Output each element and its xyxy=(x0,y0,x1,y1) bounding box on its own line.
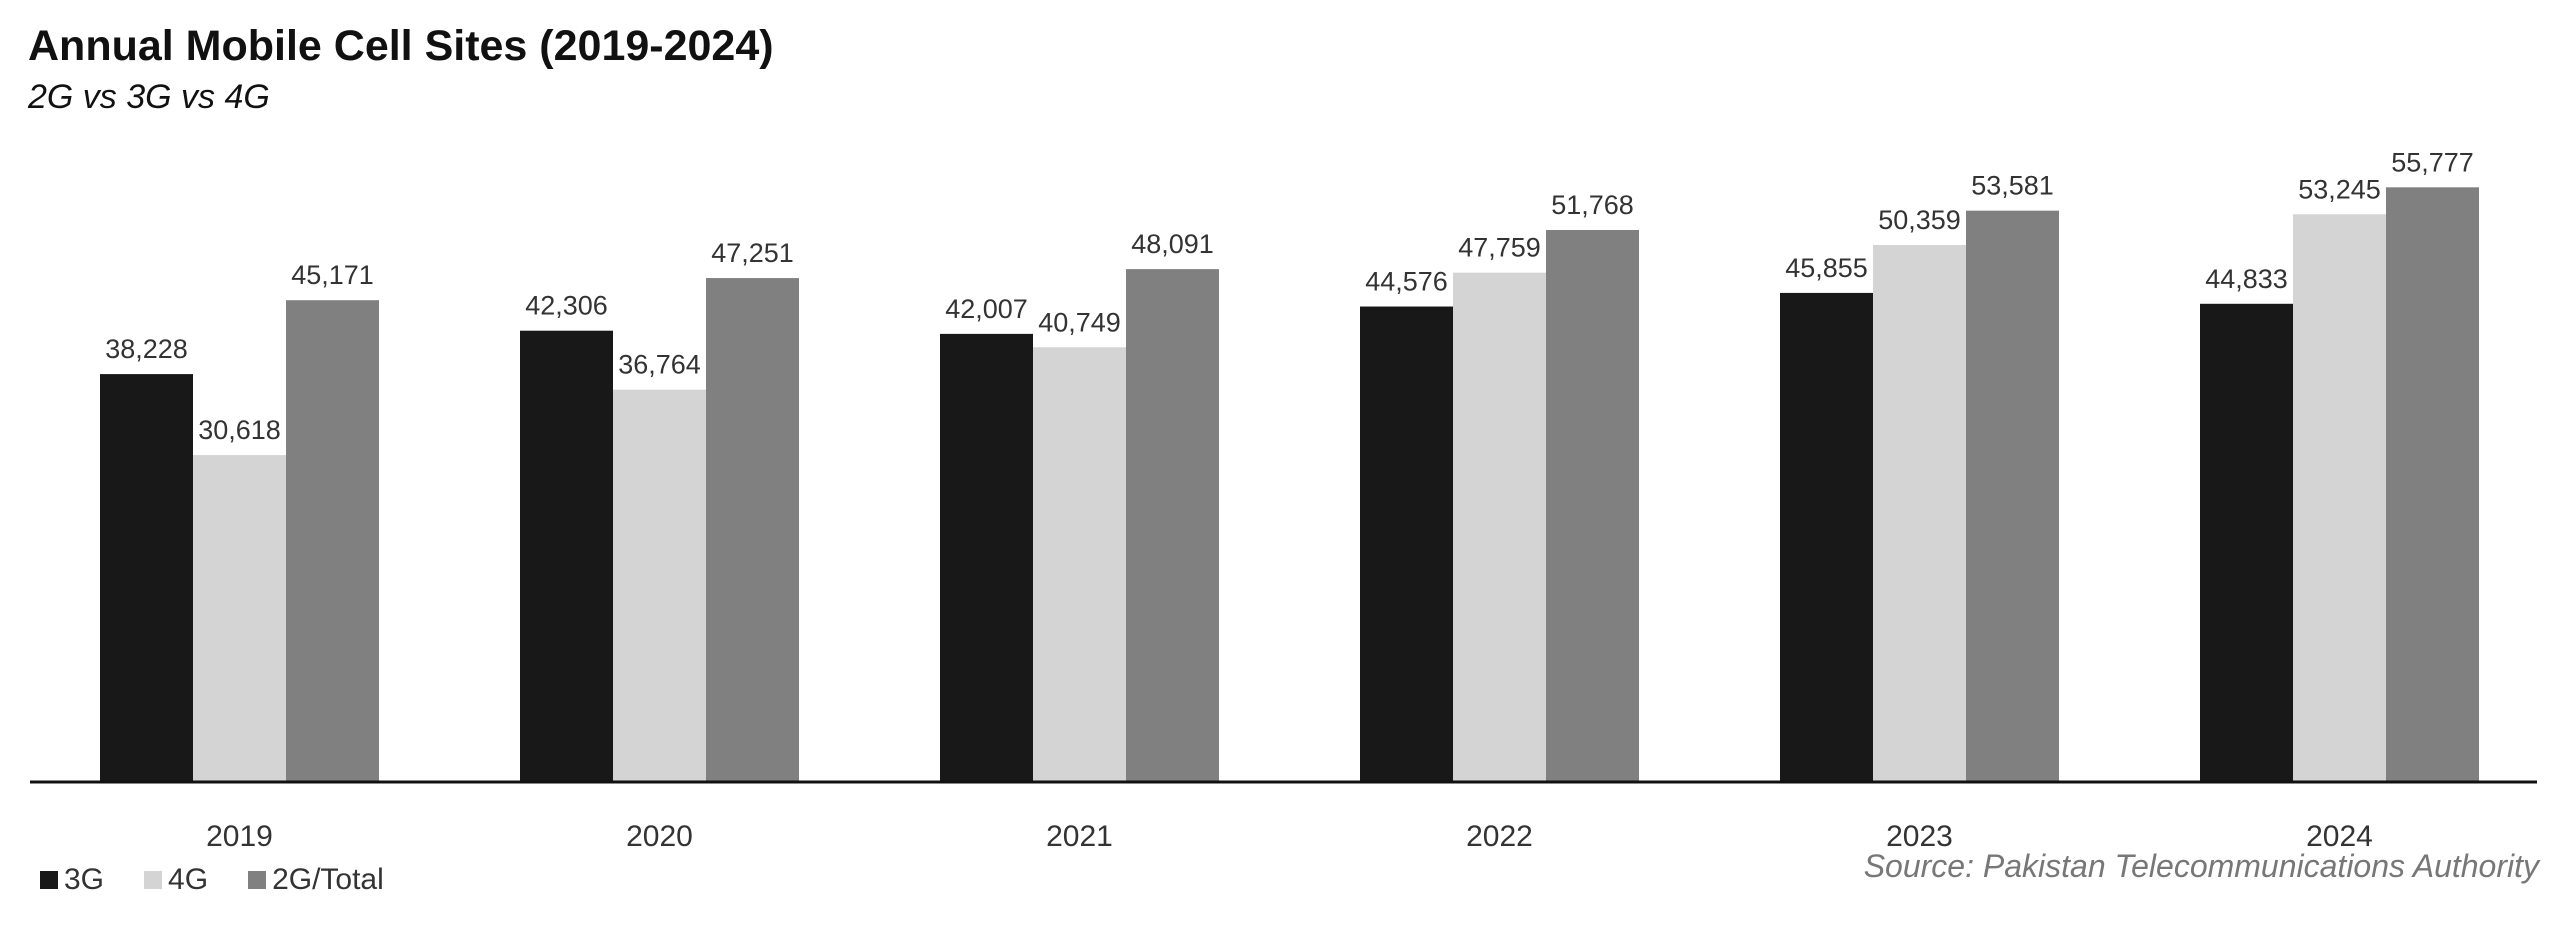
legend-swatch-4g xyxy=(144,871,163,889)
x-tick-label-2023: 2023 xyxy=(1886,820,1953,853)
bar-2g-total-2023 xyxy=(1966,210,2059,782)
bar-3g-2021 xyxy=(940,333,1033,781)
data-label-4g-2024: 53,245 xyxy=(2298,174,2381,204)
legend-item-2g-total: 2G/Total xyxy=(248,863,384,897)
legend-label-3g: 3G xyxy=(64,863,105,896)
data-label-2g-total-2020: 47,251 xyxy=(711,238,794,268)
legend-item-4g: 4G xyxy=(144,863,208,897)
data-label-4g-2023: 50,359 xyxy=(1878,205,1961,235)
bar-4g-2022 xyxy=(1453,272,1546,781)
source-note: Source: Pakistan Telecommunications Auth… xyxy=(1863,848,2539,884)
legend: 3G 4G 2G/Total xyxy=(40,863,424,897)
x-tick-label-2019: 2019 xyxy=(206,820,273,853)
data-label-2g-total-2022: 51,768 xyxy=(1551,190,1634,220)
x-tick-label-2020: 2020 xyxy=(626,820,693,853)
legend-label-2g-total: 2G/Total xyxy=(272,863,384,896)
bar-2g-total-2022 xyxy=(1546,229,1639,781)
data-label-4g-2022: 47,759 xyxy=(1458,233,1541,263)
legend-swatch-2g-total xyxy=(248,871,267,889)
data-label-3g-2020: 42,306 xyxy=(525,291,608,321)
data-label-4g-2019: 30,618 xyxy=(198,415,281,445)
chart-title: Annual Mobile Cell Sites (2019-2024) xyxy=(28,22,774,70)
legend-swatch-3g xyxy=(40,871,58,889)
legend-item-3g: 3G xyxy=(40,863,104,897)
data-label-3g-2022: 44,576 xyxy=(1365,267,1448,297)
bar-3g-2024 xyxy=(2200,303,2293,781)
data-label-4g-2021: 40,749 xyxy=(1038,307,1121,337)
data-label-3g-2024: 44,833 xyxy=(2205,264,2288,294)
bar-4g-2023 xyxy=(1873,244,1966,781)
data-label-2g-total-2024: 55,777 xyxy=(2391,147,2474,177)
data-label-2g-total-2021: 48,091 xyxy=(1131,229,1214,259)
bar-3g-2020 xyxy=(520,330,613,781)
bar-2g-total-2024 xyxy=(2386,187,2479,781)
bar-4g-2019 xyxy=(193,455,286,781)
data-label-3g-2021: 42,007 xyxy=(945,294,1028,324)
bar-2g-total-2020 xyxy=(706,278,799,781)
x-tick-label-2024: 2024 xyxy=(2306,820,2373,853)
x-tick-label-2022: 2022 xyxy=(1466,820,1533,853)
legend-label-4g: 4G xyxy=(168,863,209,896)
bar-4g-2020 xyxy=(613,389,706,781)
bar-3g-2019 xyxy=(100,374,193,781)
data-label-3g-2023: 45,855 xyxy=(1785,253,1868,283)
bar-2g-total-2019 xyxy=(286,300,379,781)
data-label-4g-2020: 36,764 xyxy=(618,350,701,380)
chart-subtitle: 2G vs 3G vs 4G xyxy=(28,78,270,116)
bar-2g-total-2021 xyxy=(1126,269,1219,781)
data-label-3g-2019: 38,228 xyxy=(105,334,188,364)
data-label-2g-total-2023: 53,581 xyxy=(1971,171,2054,201)
bar-3g-2023 xyxy=(1780,292,1873,781)
data-label-2g-total-2019: 45,171 xyxy=(291,260,374,290)
x-tick-label-2021: 2021 xyxy=(1046,820,1113,853)
bar-3g-2022 xyxy=(1360,306,1453,781)
bar-4g-2021 xyxy=(1033,347,1126,781)
bar-4g-2024 xyxy=(2293,214,2386,782)
